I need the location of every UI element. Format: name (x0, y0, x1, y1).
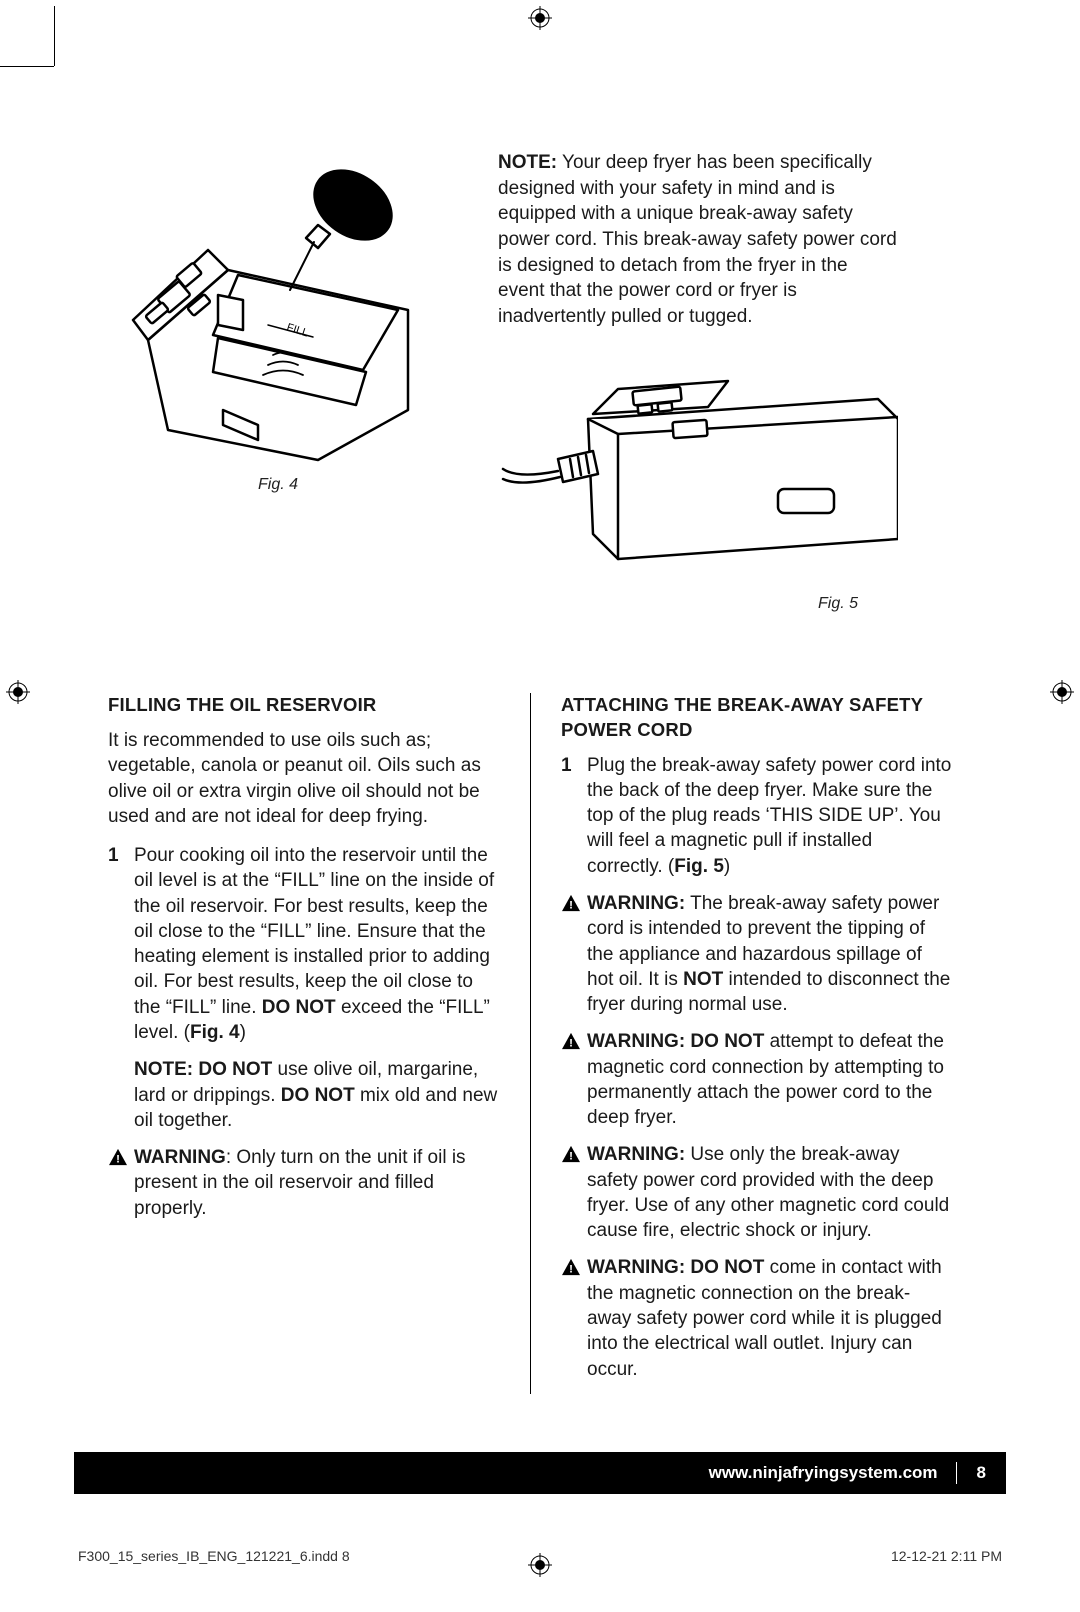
figures-row: FILL Fig. 4 NOTE: Your deep fryer has be… (108, 150, 978, 613)
left-step-1: 1 Pour cooking oil into the reservoir un… (108, 843, 500, 1133)
registration-mark-left (6, 680, 30, 709)
footer-page-number: 8 (957, 1463, 1006, 1483)
print-metadata-line: F300_15_series_IB_ENG_121221_6.indd 8 12… (78, 1548, 1002, 1564)
page-content: FILL Fig. 4 NOTE: Your deep fryer has be… (108, 50, 978, 1394)
left-step1-note: NOTE: DO NOT use olive oil, margarine, l… (134, 1057, 500, 1133)
right-warning-1: ! WARNING: The break-away safety power c… (561, 891, 953, 1017)
warning-icon: ! (561, 1029, 587, 1130)
figure-5-caption: Fig. 5 (498, 595, 898, 613)
warning-icon: ! (561, 1142, 587, 1243)
left-column: FILLING THE OIL RESERVOIR It is recommen… (108, 693, 530, 1393)
svg-text:!: ! (569, 900, 573, 912)
top-note: NOTE: Your deep fryer has been specifica… (498, 150, 898, 329)
left-intro: It is recommended to use oils such as; v… (108, 728, 500, 829)
right-step-1: 1 Plug the break-away safety power cord … (561, 753, 953, 879)
right-warning-3: ! WARNING: Use only the break-away safet… (561, 1142, 953, 1243)
text-columns: FILLING THE OIL RESERVOIR It is recommen… (108, 693, 978, 1393)
svg-text:!: ! (569, 1038, 573, 1050)
right-column: ATTACHING THE BREAK-AWAY SAFETY POWER CO… (531, 693, 953, 1393)
right-heading: ATTACHING THE BREAK-AWAY SAFETY POWER CO… (561, 693, 953, 742)
registration-mark-right (1050, 680, 1074, 709)
warning-icon: ! (108, 1145, 134, 1221)
step-number: 1 (561, 753, 587, 879)
note-label: NOTE: (498, 152, 557, 173)
footer-bar: www.ninjafryingsystem.com 8 (74, 1452, 1006, 1494)
svg-text:!: ! (569, 1151, 573, 1163)
note-text: Your deep fryer has been specifically de… (498, 152, 897, 327)
warning-icon: ! (561, 1255, 587, 1381)
print-timestamp: 12-12-21 2:11 PM (891, 1548, 1002, 1564)
figure-5-illustration (498, 359, 898, 589)
step-number: 1 (108, 843, 134, 1133)
print-filename: F300_15_series_IB_ENG_121221_6.indd 8 (78, 1548, 350, 1564)
figure-4-container: FILL Fig. 4 (108, 150, 448, 613)
svg-text:!: ! (116, 1154, 120, 1166)
warning-icon: ! (561, 891, 587, 1017)
figure-4-caption: Fig. 4 (108, 476, 448, 494)
left-heading: FILLING THE OIL RESERVOIR (108, 693, 500, 718)
figure-4-illustration: FILL (118, 150, 438, 470)
right-figure-column: NOTE: Your deep fryer has been specifica… (478, 150, 898, 613)
crop-mark (54, 6, 55, 66)
left-warning: ! WARNING: Only turn on the unit if oil … (108, 1145, 500, 1221)
right-warning-2: ! WARNING: DO NOT attempt to defeat the … (561, 1029, 953, 1130)
footer-url: www.ninjafryingsystem.com (709, 1463, 956, 1483)
right-warning-4: ! WARNING: DO NOT come in contact with t… (561, 1255, 953, 1381)
registration-mark-top (528, 6, 552, 35)
svg-text:!: ! (569, 1264, 573, 1276)
crop-mark (0, 66, 54, 67)
step-text: Pour cooking oil into the reservoir unti… (134, 843, 500, 1133)
